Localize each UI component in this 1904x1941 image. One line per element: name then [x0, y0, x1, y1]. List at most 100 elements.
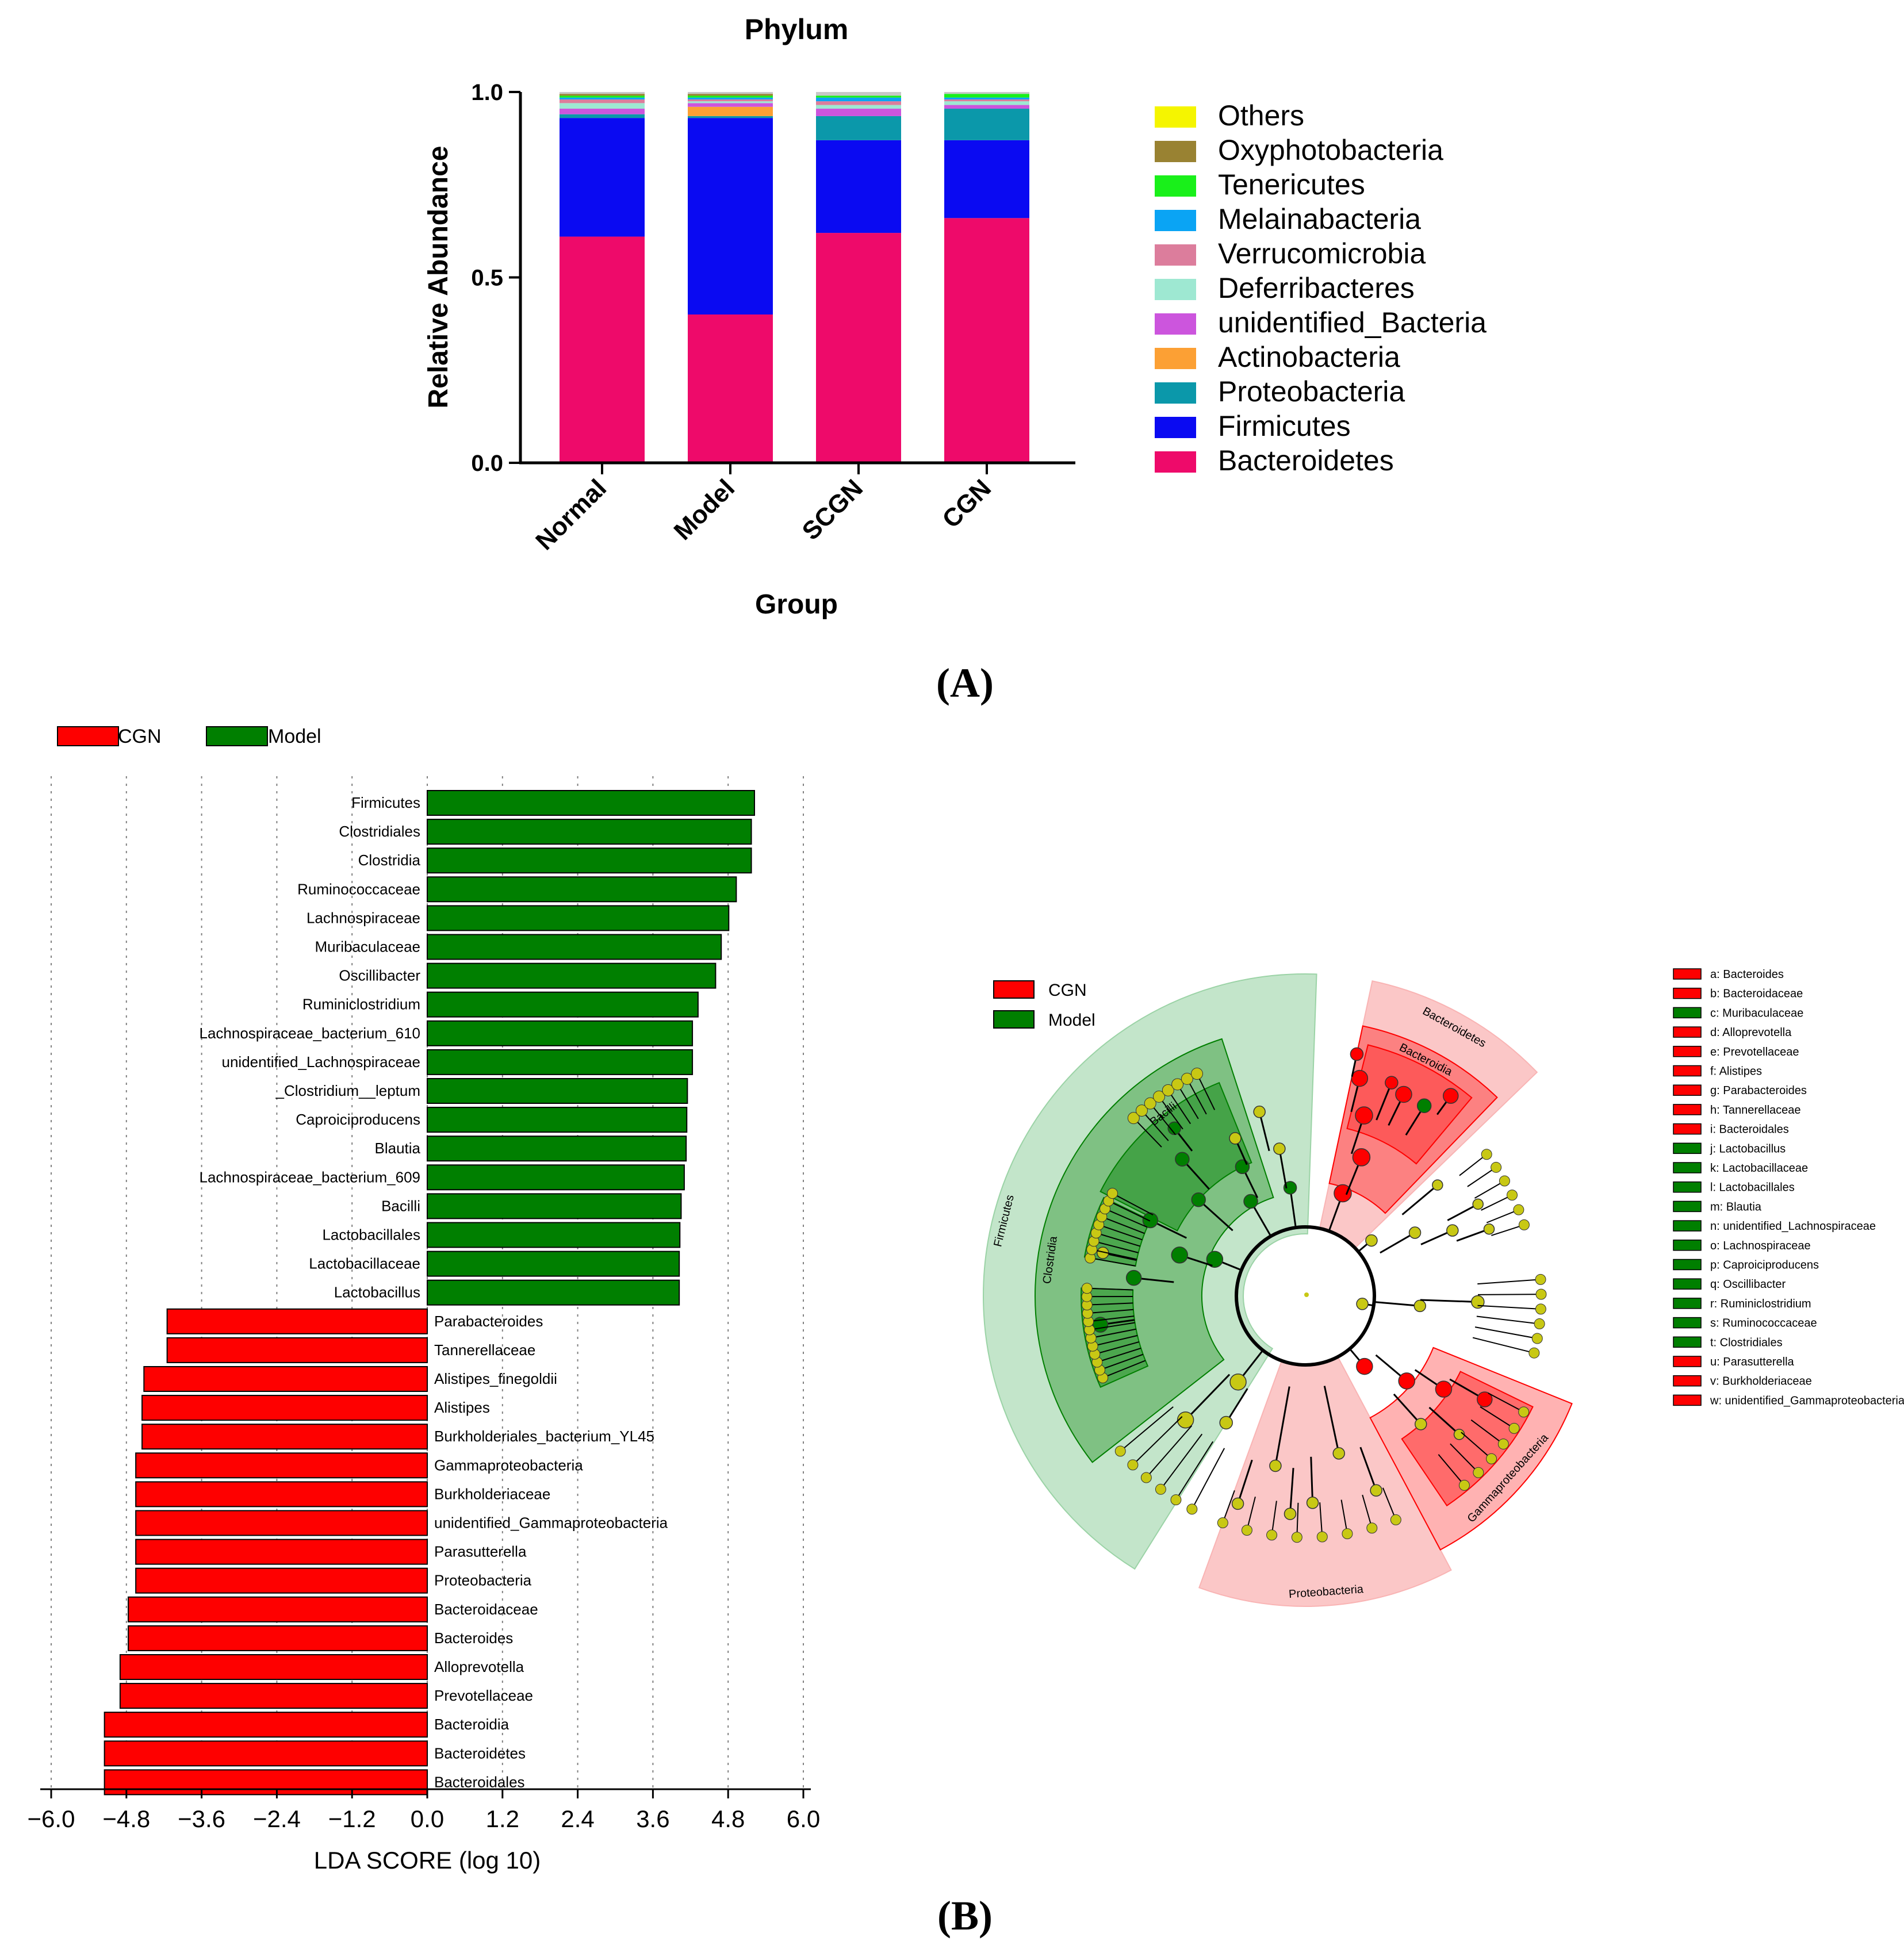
cladogram-leaf-branch	[1101, 1216, 1145, 1234]
cladogram-key-swatch	[1673, 1394, 1702, 1406]
phylum-y-label: Relative Abundance	[423, 145, 454, 408]
cladogram-leaf	[1535, 1303, 1546, 1315]
cladogram-leaf	[1513, 1204, 1524, 1215]
cladogram-leaf	[1534, 1318, 1545, 1330]
cladogram-node	[1125, 1269, 1142, 1286]
cladogram-leaf-branch	[1438, 1454, 1465, 1486]
phylum-chart: Phylum 0.0 0.5 1.0 Normal Model SCGN CGN Rela…	[423, 13, 1487, 620]
cladogram-node	[1413, 1299, 1426, 1313]
lda-bar-caproiciproducens	[427, 1107, 688, 1133]
lda-bar-clostridium-leptum	[427, 1078, 688, 1104]
cladogram-node	[1356, 1298, 1369, 1310]
lda-label-caproiciproducens: Caproiciproducens	[296, 1111, 420, 1128]
cladogram-key-q: q: Oscillibacter	[1710, 1278, 1786, 1291]
cladogram-leaf-branch	[1476, 1315, 1540, 1325]
cladogram-leaf	[1127, 1459, 1139, 1471]
bar-model-actinobacteria	[688, 106, 773, 116]
lda-bar-bacteroidetes	[104, 1740, 428, 1767]
lda-bar-blautia	[427, 1136, 687, 1162]
cladogram-leaf	[1144, 1097, 1156, 1110]
lda-bar-alistipes-finegoldii	[143, 1366, 428, 1392]
cladogram-node	[1219, 1416, 1233, 1430]
cladogram-leaf-branch	[1097, 1347, 1141, 1363]
cladogram-branch	[1447, 1203, 1478, 1221]
lda-bar-bacteroidia	[104, 1712, 428, 1738]
cladogram-branch	[1359, 1447, 1377, 1491]
phylum-legend-swatch-firmicutes	[1155, 417, 1196, 438]
bar-model-remainder	[688, 92, 773, 94]
cladogram-sectors	[982, 973, 1573, 1607]
phylum-bars	[560, 92, 1029, 463]
lda-label-unidentified-lachnospiraceae: unidentified_Lachnospiraceae	[222, 1053, 421, 1071]
cladogram-key-swatch	[1673, 1240, 1702, 1251]
bar-scgn-unidentified-bacteria	[816, 109, 901, 116]
lda-label-bacteroidales: Bacteroidales	[434, 1773, 525, 1790]
lda-label-oscillibacter: Oscillibacter	[339, 967, 420, 984]
cladogram-key-swatch	[1673, 1200, 1702, 1213]
bar-model-melainabacteria	[688, 97, 773, 99]
phylum-x-ticks: Normal Model SCGN CGN	[530, 463, 997, 555]
cladogram-key-i: i: Bacteroidales	[1710, 1123, 1789, 1136]
lda-label-burkholderiaceae: Burkholderiaceae	[434, 1485, 550, 1502]
cladogram-node	[1273, 1142, 1286, 1155]
cladogram-node	[1284, 1507, 1297, 1520]
phylum-legend-actinobacteria: Actinobacteria	[1218, 341, 1400, 373]
lda-label-bacteroidaceae: Bacteroidaceae	[434, 1601, 538, 1618]
cladogram-key-v: v: Burkholderiaceae	[1710, 1375, 1812, 1388]
cladogram-node	[1235, 1159, 1250, 1175]
cladogram-node	[1446, 1224, 1459, 1237]
cladogram-leaf-branch	[1092, 1334, 1138, 1347]
phylum-y-tick-label: 1.0	[471, 80, 503, 105]
panel-a-label: (A)	[936, 660, 994, 706]
cladogram-key-swatch	[1673, 1298, 1702, 1309]
cladogram-leaf-branch	[1480, 1406, 1515, 1429]
lda-bar-bacteroidales	[104, 1769, 428, 1796]
lda-x-tick-label: −1.2	[328, 1805, 376, 1832]
cladogram-leaf-branch	[1087, 1302, 1133, 1306]
cladogram-key-swatch	[1673, 1104, 1702, 1115]
cladogram-node	[1231, 1497, 1244, 1510]
cladogram-leaf-branch	[1474, 1326, 1538, 1339]
bar-cgn-proteobacteria	[944, 109, 1029, 140]
cladogram-leaf-branch	[1132, 1416, 1183, 1466]
bar-scgn-melainabacteria	[816, 97, 901, 102]
cladogram-leaf-branch	[1362, 1494, 1373, 1529]
cladogram-node	[1175, 1152, 1190, 1167]
cladogram-key-n: n: unidentified_Lachnospiraceae	[1710, 1220, 1876, 1233]
lda-bar-clostridiales	[427, 819, 752, 845]
cladogram-leaf-branch	[1461, 1432, 1492, 1459]
cladogram-leaf	[1191, 1068, 1204, 1080]
cladogram-leaf	[1528, 1347, 1540, 1359]
cladogram-leaf-branch	[1150, 1103, 1176, 1136]
cladogram-leaf-branch	[1470, 1419, 1504, 1445]
cladogram-leaf-branch	[1467, 1167, 1497, 1187]
cladogram-leaf	[1127, 1112, 1140, 1125]
lda-x-tick-label: −3.6	[178, 1805, 225, 1832]
cladogram-leaf	[1181, 1072, 1193, 1085]
lda-label-clostridium-leptum: _Clostridium__leptum	[275, 1082, 420, 1099]
lda-x-tick-label: 6.0	[787, 1805, 820, 1832]
phylum-legend-melainabacteria: Melainabacteria	[1218, 203, 1421, 235]
cladogram-key-swatch	[1673, 1356, 1702, 1367]
cladogram-leaf-branch	[1246, 1497, 1256, 1530]
lda-bar-alistipes	[141, 1395, 428, 1421]
phylum-legend-swatch-melainabacteria	[1155, 210, 1196, 231]
cladogram-leaf	[1140, 1472, 1152, 1483]
cladogram-key-w: w: unidentified_Gammaproteobacteria	[1710, 1394, 1904, 1407]
lda-bar-oscillibacter	[427, 962, 717, 989]
cladogram-leaf	[1170, 1494, 1182, 1506]
lda-bar-burkholderiaceae	[135, 1481, 428, 1507]
cladogram-leaf-branch	[1319, 1502, 1323, 1537]
cladogram-leaf	[1217, 1517, 1228, 1529]
lda-label-bacilli: Bacilli	[381, 1197, 420, 1214]
cladogram-key-swatch	[1673, 1084, 1702, 1096]
cladogram-key-swatch	[1673, 1046, 1702, 1057]
cladogram-leaf-branch	[1102, 1360, 1146, 1379]
cladogram-leaf	[1486, 1453, 1497, 1464]
lda-label-tannerellaceae: Tannerellaceae	[434, 1341, 535, 1359]
cladogram-root-node	[1304, 1292, 1309, 1297]
cladogram-leaf-branch	[1450, 1443, 1479, 1473]
cladogram-leaf-branch	[1090, 1328, 1136, 1339]
lda-bar-parabacteroides	[166, 1308, 428, 1334]
